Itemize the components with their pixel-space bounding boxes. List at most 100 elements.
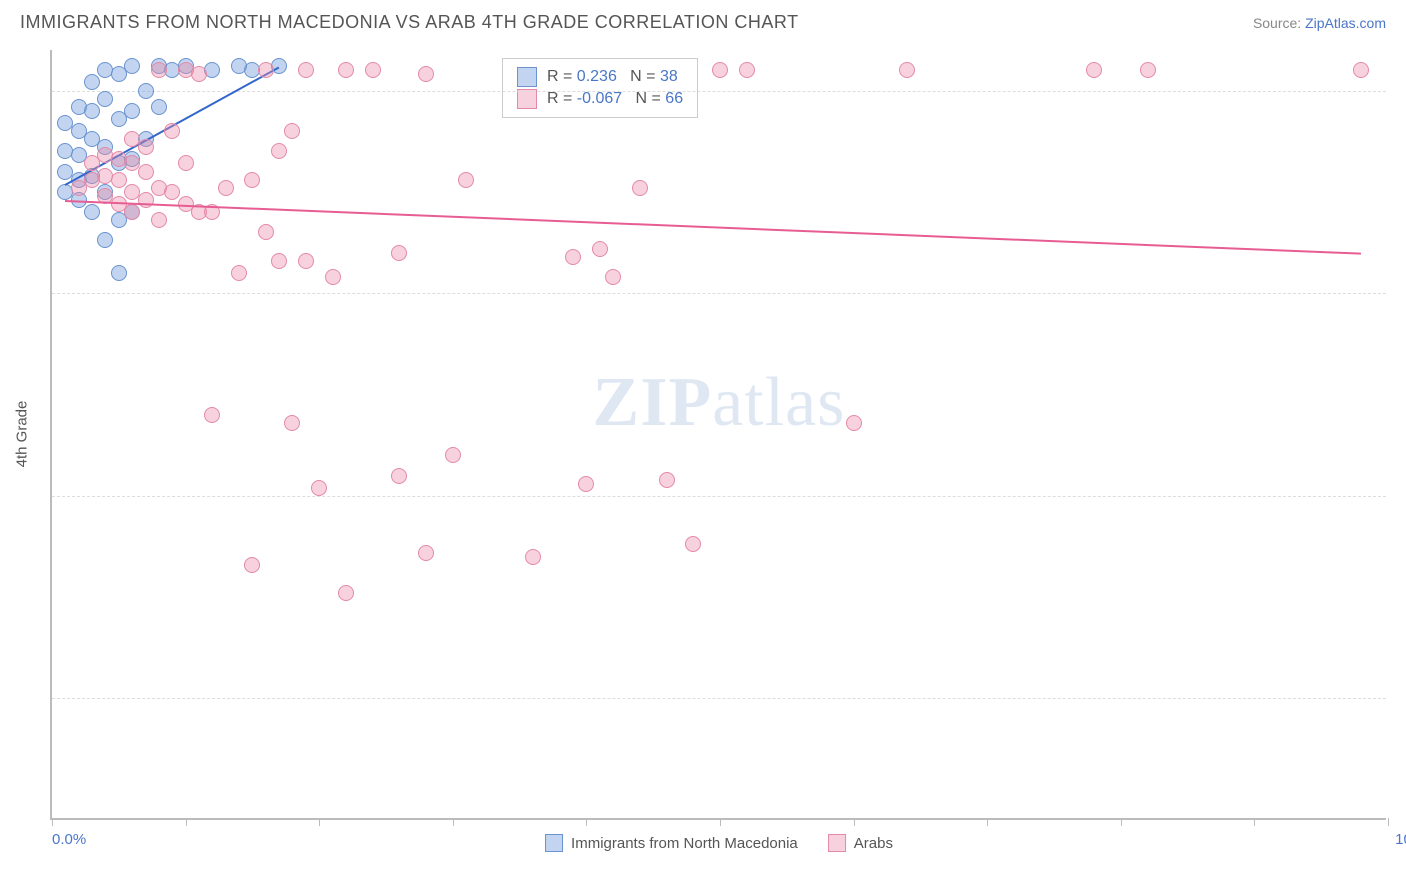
legend-label: Arabs (854, 835, 893, 852)
data-point (659, 472, 675, 488)
data-point (565, 249, 581, 265)
data-point (191, 66, 207, 82)
data-point (391, 468, 407, 484)
chart-title: IMMIGRANTS FROM NORTH MACEDONIA VS ARAB … (20, 12, 799, 33)
data-point (151, 62, 167, 78)
data-point (244, 172, 260, 188)
x-tick-mark (319, 818, 320, 826)
x-tick-label-max: 100.0% (1395, 831, 1406, 848)
data-point (458, 172, 474, 188)
x-tick-mark (1388, 818, 1389, 826)
data-point (298, 253, 314, 269)
data-point (271, 143, 287, 159)
data-point (632, 180, 648, 196)
x-tick-mark (1254, 818, 1255, 826)
data-point (592, 241, 608, 257)
legend-swatch (545, 834, 563, 852)
gridline-h (52, 496, 1386, 497)
source-attribution: Source: ZipAtlas.com (1253, 15, 1386, 31)
source-link[interactable]: ZipAtlas.com (1305, 15, 1386, 31)
data-point (605, 269, 621, 285)
data-point (97, 91, 113, 107)
data-point (1353, 62, 1369, 78)
x-tick-mark (586, 818, 587, 826)
correlation-legend: R = 0.236 N = 38 R = -0.067 N = 66 (502, 58, 698, 118)
x-tick-mark (854, 818, 855, 826)
data-point (84, 74, 100, 90)
chart-header: IMMIGRANTS FROM NORTH MACEDONIA VS ARAB … (0, 0, 1406, 41)
legend-swatch (517, 89, 537, 109)
data-point (124, 103, 140, 119)
data-point (445, 447, 461, 463)
legend-item: Arabs (828, 834, 893, 852)
data-point (525, 549, 541, 565)
data-point (204, 407, 220, 423)
data-point (338, 62, 354, 78)
data-point (899, 62, 915, 78)
chart-container: ZIPatlas R = 0.236 N = 38 R = -0.067 N = … (50, 50, 1386, 820)
data-point (1140, 62, 1156, 78)
data-point (685, 536, 701, 552)
data-point (84, 204, 100, 220)
data-point (178, 155, 194, 171)
legend-stats: R = 0.236 N = 38 (547, 68, 678, 86)
data-point (284, 415, 300, 431)
data-point (325, 269, 341, 285)
legend-row: R = -0.067 N = 66 (517, 89, 683, 109)
data-point (365, 62, 381, 78)
y-tick-label: 85.0% (1396, 690, 1406, 707)
data-point (258, 224, 274, 240)
data-point (151, 99, 167, 115)
data-point (218, 180, 234, 196)
data-point (1086, 62, 1102, 78)
series-legend: Immigrants from North Macedonia Arabs (545, 834, 893, 852)
gridline-h (52, 91, 1386, 92)
legend-row: R = 0.236 N = 38 (517, 67, 683, 87)
data-point (271, 253, 287, 269)
data-point (418, 545, 434, 561)
data-point (111, 265, 127, 281)
y-tick-label: 100.0% (1396, 82, 1406, 99)
x-tick-mark (453, 818, 454, 826)
legend-item: Immigrants from North Macedonia (545, 834, 798, 852)
data-point (338, 585, 354, 601)
data-point (231, 265, 247, 281)
legend-label: Immigrants from North Macedonia (571, 835, 798, 852)
x-tick-mark (987, 818, 988, 826)
gridline-h (52, 293, 1386, 294)
gridline-h (52, 698, 1386, 699)
data-point (84, 103, 100, 119)
y-tick-label: 90.0% (1396, 487, 1406, 504)
data-point (284, 123, 300, 139)
data-point (111, 172, 127, 188)
data-point (138, 83, 154, 99)
data-point (97, 232, 113, 248)
x-tick-mark (720, 818, 721, 826)
y-axis-label: 4th Grade (14, 401, 31, 468)
data-point (712, 62, 728, 78)
data-point (164, 184, 180, 200)
watermark: ZIPatlas (593, 363, 846, 443)
y-tick-label: 95.0% (1396, 285, 1406, 302)
legend-swatch (828, 834, 846, 852)
plot-area: ZIPatlas R = 0.236 N = 38 R = -0.067 N = … (50, 50, 1386, 820)
legend-swatch (517, 67, 537, 87)
data-point (138, 139, 154, 155)
data-point (124, 204, 140, 220)
data-point (244, 557, 260, 573)
data-point (578, 476, 594, 492)
x-tick-mark (52, 818, 53, 826)
data-point (151, 212, 167, 228)
data-point (138, 164, 154, 180)
legend-stats: R = -0.067 N = 66 (547, 90, 683, 108)
x-tick-label-min: 0.0% (52, 831, 86, 848)
data-point (739, 62, 755, 78)
data-point (311, 480, 327, 496)
x-tick-mark (186, 818, 187, 826)
data-point (298, 62, 314, 78)
data-point (258, 62, 274, 78)
data-point (164, 123, 180, 139)
data-point (391, 245, 407, 261)
data-point (418, 66, 434, 82)
data-point (124, 58, 140, 74)
